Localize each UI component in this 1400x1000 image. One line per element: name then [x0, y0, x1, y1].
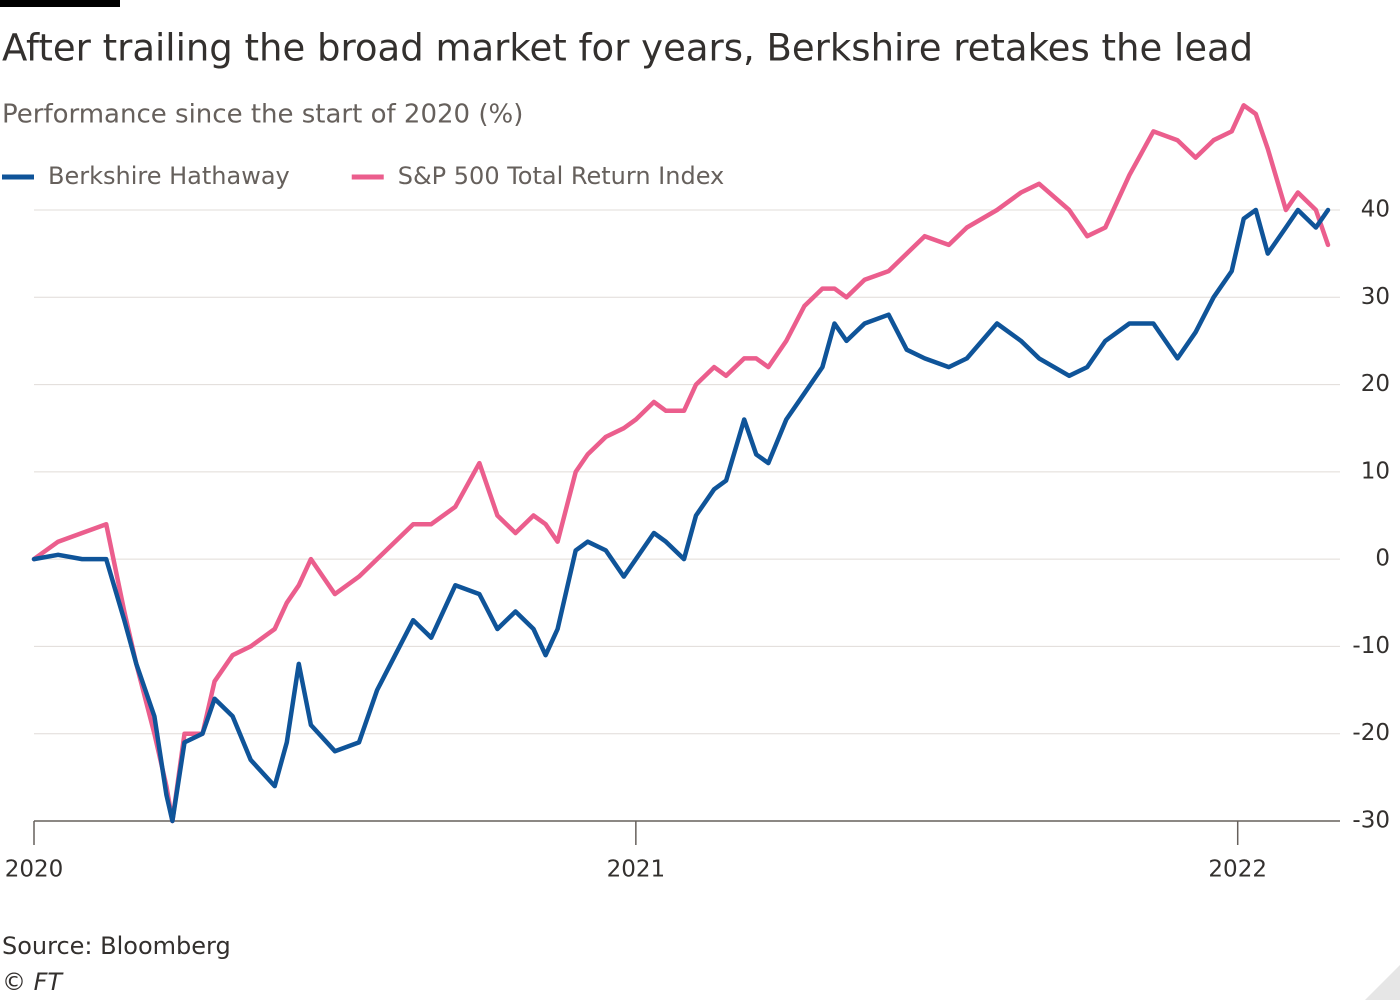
x-tick-label: 2021: [607, 857, 666, 883]
chart-subtitle: Performance since the start of 2020 (%): [2, 100, 523, 130]
y-tick-label: -30: [1352, 808, 1390, 834]
y-tick-label: 10: [1361, 458, 1390, 484]
series-line: [31, 207, 1331, 824]
y-tick-label: 0: [1375, 546, 1390, 572]
y-tick-label: 30: [1361, 284, 1390, 310]
credit: © FT: [2, 968, 64, 996]
chart-title: After trailing the broad market for year…: [2, 27, 1253, 70]
y-tick-label: 40: [1361, 197, 1390, 223]
legend-label: S&P 500 Total Return Index: [398, 162, 725, 190]
y-tick-label: -20: [1352, 720, 1390, 746]
legend-label: Berkshire Hathaway: [48, 162, 290, 190]
x-tick-label: 2020: [5, 857, 64, 883]
source: Source: Bloomberg: [2, 932, 231, 960]
brand-bar: [0, 0, 120, 7]
y-tick-label: 20: [1361, 371, 1390, 397]
y-tick-label: -10: [1352, 633, 1390, 659]
x-tick-label: 2022: [1208, 857, 1267, 883]
corner-mark: [1365, 965, 1400, 1000]
series-line: [31, 103, 1331, 824]
